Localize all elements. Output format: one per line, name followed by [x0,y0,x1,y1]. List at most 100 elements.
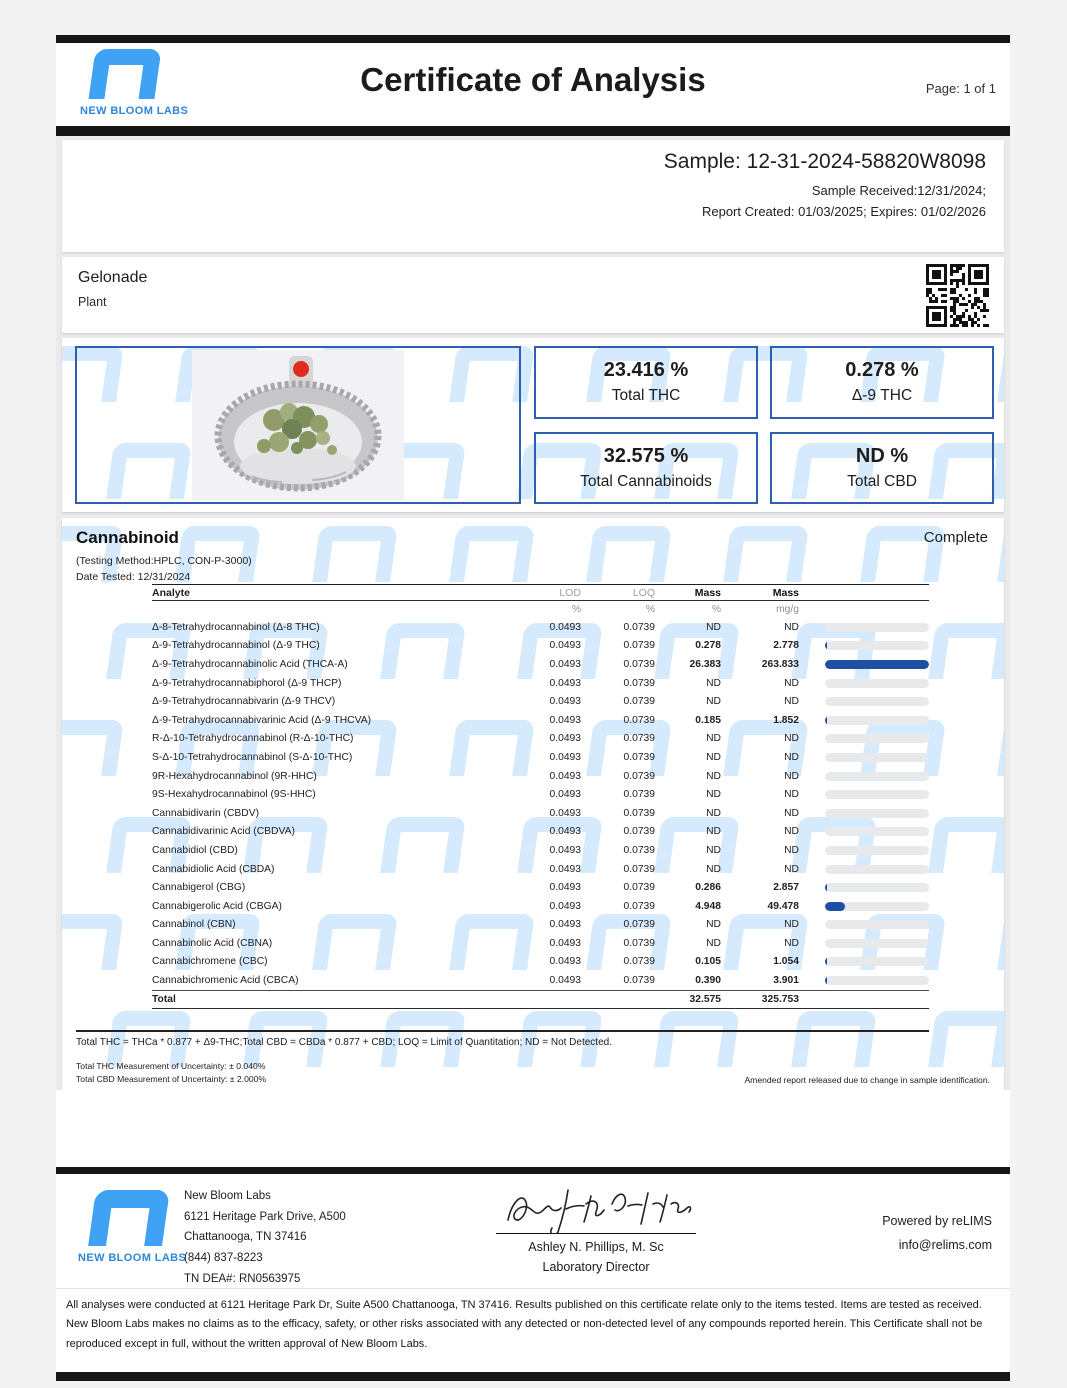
signature-line [496,1233,696,1234]
mass-bar [799,752,929,762]
table-row: Δ-9-Tetrahydrocannabiphorol (Δ-9 THCP) 0.… [152,674,929,693]
table-row: 9R-Hexahydrocannabinol (9R-HHC) 0.0493 0.0… [152,767,929,786]
mass-bar [799,883,929,893]
lab-city: Chattanooga, TN 37416 [184,1231,307,1244]
lab-street: 6121 Heritage Park Drive, A500 [184,1210,346,1223]
mass-pct-cell: 4.948 [695,900,721,912]
report-title: Certificate of Analysis [360,61,706,98]
report-created-expires: Report Created: 01/03/2025; Expires: 01/… [701,203,986,219]
bottom-rule [56,1372,1010,1381]
cannabinoid-table: Analyte LOD LOQ Mass Mass % % % mg/g Δ-8… [152,584,929,1009]
date-tested: Date Tested: 12/31/2024 [76,571,191,583]
footnotes: Total THC = THCa * 0.877 + Δ9-THC;Total … [76,1030,990,1085]
table-row: Δ-9-Tetrahydrocannabivarinic Acid (Δ-9 T… [152,711,929,730]
loq-cell: 0.0739 [623,751,656,763]
mass-mgg-cell: 1.852 [773,714,799,726]
lab-phone: (844) 837-8223 [184,1252,263,1265]
mass-pct-cell: ND [706,807,721,819]
mass-mgg-cell: ND [784,937,799,949]
page-number: Page: 1 of 1 [925,81,996,96]
mass-pct-cell: ND [706,844,721,856]
total-thc-value: 23.416 % [603,359,689,382]
results-card: 23.416 % Total THC 0.278 % Δ-9 THC 32.57… [62,338,1004,512]
loq-cell: 0.0739 [623,975,656,987]
summary-boxes: 23.416 % Total THC 0.278 % Δ-9 THC 32.57… [534,346,994,504]
table-bottom-rule [76,1030,929,1033]
disclaimer-text: All analyses were conducted at 6121 Heri… [66,1299,983,1350]
table-row: Cannabigerolic Acid (CBGA) 0.0493 0.0739 4.… [152,897,929,916]
loq-cell: 0.0739 [623,919,656,931]
analyte-cell: Cannabidiol (CBD) [152,844,238,856]
mass-mgg-cell: ND [784,807,799,819]
total-cannabinoids-label: Total Cannabinoids [580,472,712,490]
table-body: Δ-8-Tetrahydrocannabinol (Δ-8 THC) 0.0493… [152,618,929,990]
lod-cell: 0.0493 [549,956,582,968]
lod-cell: 0.0493 [549,770,582,782]
analyte-cell: R-Δ-10-Tetrahydrocannabinol (R-Δ-10-THC) [152,733,354,745]
mass-mgg-cell: ND [784,826,799,838]
lod-cell: 0.0493 [549,714,582,726]
testing-method: (Testing Method:HPLC, CON-P-3000) [76,555,252,567]
mou-thc: Total THC Measurement of Uncertainty: ± … [76,1061,266,1072]
unit-lod: % [571,604,581,615]
analyte-cell: Δ-9-Tetrahydrocannabivarin (Δ-9 THCV) [152,696,336,708]
analyte-cell: Cannabigerolic Acid (CBGA) [152,900,282,912]
lod-cell: 0.0493 [549,826,582,838]
table-row: Δ-9-Tetrahydrocannabivarin (Δ-9 THCV) 0.0… [152,692,929,711]
total-cbd-label: Total CBD [847,472,917,490]
loq-cell: 0.0739 [623,956,656,968]
table-row: 9S-Hexahydrocannabinol (9S-HHC) 0.0493 0.0… [152,785,929,804]
mass-mgg-cell: ND [784,733,799,745]
loq-cell: 0.0739 [623,882,656,894]
analyte-cell: Cannabidiolic Acid (CBDA) [152,863,275,875]
mass-pct-cell: ND [706,863,721,875]
mass-mgg-cell: ND [784,770,799,782]
formula-note: Total THC = THCa * 0.877 + Δ9-THC;Total … [76,1037,612,1049]
lod-cell: 0.0493 [549,937,582,949]
sample-id: Sample: 12-31-2024-58820W8098 [663,150,986,173]
mass-bar [799,697,929,707]
table-total-row: Total 32.575 325.753 [152,989,929,1009]
lod-cell: 0.0493 [549,621,582,633]
mass-mgg-cell: 263.833 [761,658,799,670]
product-photo [192,350,404,500]
analyte-cell: 9S-Hexahydrocannabinol (9S-HHC) [152,789,316,801]
newbloom-logo-text: NEW BLOOM LABS [80,105,189,117]
contact-email: info@relims.com [898,1237,992,1252]
total-cbd-box: ND % Total CBD [770,431,994,504]
col-mass-mgg: Mass [772,586,799,599]
mass-bar [799,659,929,669]
mass-bar [799,901,929,911]
mass-bar [799,845,929,855]
analyte-cell: S-Δ-10-Tetrahydrocannabinol (S-Δ-10-THC) [152,751,353,763]
mass-bar [799,938,929,948]
total-cbd-value: ND % [855,444,909,467]
lod-cell: 0.0493 [549,975,582,987]
footer-rule [56,1167,1010,1174]
unit-loq: % [645,604,655,615]
lod-cell: 0.0493 [549,789,582,801]
mass-mgg-cell: ND [784,677,799,689]
analyte-cell: Cannabidivarinic Acid (CBDVA) [152,826,295,838]
mass-mgg-cell: ND [784,696,799,708]
analyte-cell: Δ-9-Tetrahydrocannabivarinic Acid (Δ-9 T… [152,714,372,726]
mass-bar [799,920,929,930]
report-footer: NEW BLOOM LABS New Bloom Labs 6121 Herit… [56,1090,1010,1381]
total-cannabinoids-value: 32.575 % [603,444,689,467]
amended-note: Amended report released due to change in… [744,1075,990,1085]
lod-cell: 0.0493 [549,900,582,912]
mass-pct-cell: ND [706,751,721,763]
mass-pct-cell: ND [706,826,721,838]
mass-mgg-cell: ND [784,844,799,856]
footer-logo: NEW BLOOM LABS [78,1190,208,1264]
table-row: Δ-9-Tetrahydrocannabinolic Acid (THCA-A)… [152,655,929,674]
mou-cbd: Total CBD Measurement of Uncertainty: ± … [76,1073,267,1084]
lod-cell: 0.0493 [549,733,582,745]
col-loq: LOQ [632,586,655,599]
mass-pct-cell: ND [706,770,721,782]
powered-by: Powered by reLIMS [882,1214,992,1228]
qr-code [923,261,992,330]
loq-cell: 0.0739 [623,714,656,726]
newbloom-logo: NEW BLOOM LABS [80,49,200,117]
mass-bar [799,790,929,800]
